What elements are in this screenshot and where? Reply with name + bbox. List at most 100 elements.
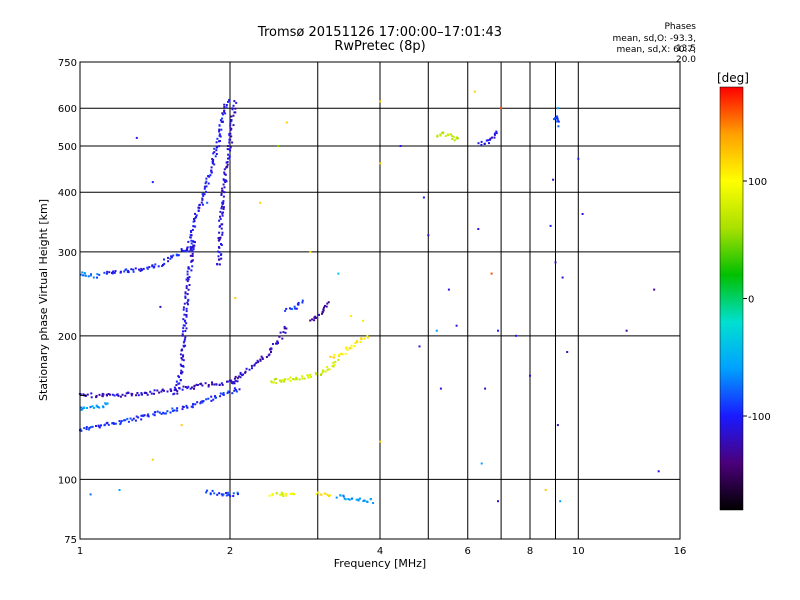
echo-point [555, 116, 558, 119]
echo-point [218, 238, 221, 241]
echo-point [497, 329, 499, 332]
echo-point [90, 396, 93, 399]
echo-point [182, 406, 185, 408]
echo-point [190, 234, 193, 237]
y-tick-label: 400 [58, 188, 77, 199]
echo-point [210, 169, 213, 172]
echo-point [175, 384, 178, 387]
echo-point [181, 408, 184, 411]
echo-point [201, 384, 204, 387]
echo-point [301, 377, 304, 380]
echo-point [88, 427, 91, 429]
echo-point [218, 134, 221, 137]
echo-point [480, 143, 483, 146]
echo-point [279, 331, 282, 334]
echo-point [186, 293, 189, 296]
echo-point [193, 387, 195, 390]
echo-point [89, 274, 92, 277]
echo-point [194, 403, 197, 406]
echo-point [313, 319, 316, 322]
echo-point [451, 138, 454, 140]
echo-point [232, 381, 235, 384]
echo-point [495, 130, 498, 133]
echo-point [221, 187, 224, 190]
echo-point [219, 140, 221, 142]
echo-point [324, 304, 326, 307]
echo-point [218, 124, 221, 127]
echo-point [436, 135, 439, 138]
echo-point [187, 240, 190, 243]
echo-point [218, 231, 221, 234]
echo-point [230, 119, 233, 121]
echo-point [344, 347, 347, 350]
echo-point [355, 340, 358, 343]
echo-point [193, 384, 196, 387]
echo-point [83, 427, 86, 430]
echo-point [284, 378, 287, 381]
echo-point [253, 363, 256, 366]
echo-point [176, 390, 179, 393]
echo-point [215, 396, 217, 399]
echo-point [153, 389, 156, 392]
echo-point [123, 270, 126, 273]
echo-point [106, 270, 109, 273]
echo-point [219, 236, 222, 239]
echo-point [333, 363, 336, 366]
echo-point [221, 393, 224, 396]
echo-point [184, 295, 187, 298]
echo-point [205, 180, 208, 183]
echo-point [107, 393, 110, 395]
echo-point [298, 378, 301, 381]
echo-point [215, 383, 218, 386]
echo-point [131, 393, 134, 396]
echo-point [146, 414, 149, 417]
echo-point [301, 375, 304, 378]
echo-point [147, 413, 150, 416]
echo-point [142, 267, 145, 270]
echo-point [211, 158, 214, 160]
echo-point [297, 301, 300, 304]
echo-point [566, 351, 569, 353]
echo-point [490, 272, 493, 275]
echo-point [224, 112, 227, 115]
echo-point [212, 398, 215, 401]
echo-point [272, 381, 275, 384]
echo-point [121, 393, 124, 396]
trace-7 [216, 100, 238, 266]
echo-point [323, 492, 326, 495]
echo-point [228, 148, 231, 151]
echo-point [97, 406, 100, 408]
echo-point [218, 225, 221, 228]
echo-point [327, 301, 330, 304]
echo-point [198, 203, 201, 206]
echo-point [186, 273, 189, 276]
echo-point [90, 392, 93, 395]
echo-point [273, 378, 276, 381]
echo-point [318, 313, 320, 316]
echo-point [379, 440, 381, 443]
echo-point [117, 394, 120, 397]
echo-point [220, 223, 223, 226]
echo-point [207, 175, 210, 177]
echo-point [271, 493, 274, 496]
echo-point [106, 402, 109, 405]
echo-point [84, 274, 87, 277]
echo-point [91, 405, 94, 408]
x-tick-label: 8 [527, 546, 533, 557]
echo-point [309, 373, 312, 376]
echo-point [315, 373, 318, 376]
echo-point [193, 218, 195, 220]
echo-point [102, 393, 105, 396]
echo-point [214, 395, 216, 398]
echo-point [221, 120, 224, 123]
echo-point [226, 148, 229, 151]
echo-point [210, 395, 213, 398]
echo-point [116, 393, 119, 396]
echo-point [154, 263, 157, 266]
echo-point [96, 276, 98, 279]
echo-point [228, 155, 231, 158]
echo-point [242, 373, 245, 376]
echo-point [275, 492, 278, 495]
echo-point [180, 365, 183, 367]
echo-point [182, 330, 184, 333]
